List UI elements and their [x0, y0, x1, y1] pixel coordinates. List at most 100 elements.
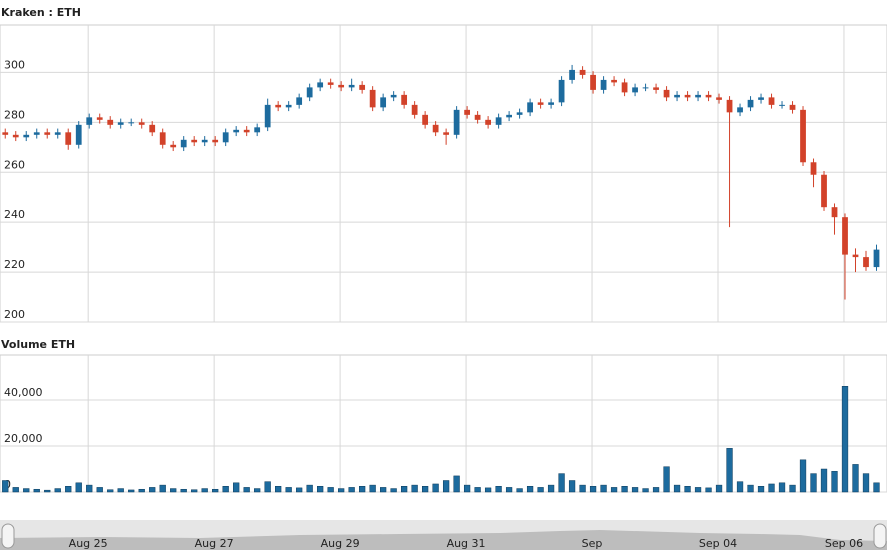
candle-body [317, 82, 324, 88]
candle-body [569, 69, 575, 80]
volume-bar [390, 488, 397, 493]
candle-body [254, 127, 261, 133]
y-tick-label: 260 [4, 158, 25, 171]
volume-bar [201, 488, 208, 493]
volume-bar [159, 484, 166, 493]
x-tick-label: Aug 31 [447, 537, 486, 550]
volume-bar [348, 487, 355, 493]
candle-body [369, 89, 376, 108]
candle-body [275, 104, 282, 108]
candle-body [422, 114, 429, 125]
volume-bar [317, 486, 324, 493]
volume-bar [96, 487, 103, 493]
candle-body [674, 94, 680, 98]
volume-bar [547, 484, 555, 493]
candle-body [726, 99, 733, 113]
candle-body [800, 109, 806, 163]
candle-body [2, 132, 9, 135]
volume-bar [2, 480, 9, 493]
candle-body [23, 134, 30, 138]
volume-bar [453, 475, 460, 493]
price-pane [0, 24, 887, 323]
y-tick-label: 280 [4, 108, 25, 121]
candle-body [716, 97, 722, 100]
volume-bar [558, 473, 565, 493]
candle-body [117, 122, 124, 125]
candle-body [789, 104, 796, 110]
volume-bar [170, 488, 177, 493]
volume-bar [495, 486, 502, 493]
volume-bar [254, 488, 261, 493]
volume-bar [474, 487, 481, 493]
volume-bar [275, 486, 282, 493]
candle-body [642, 87, 649, 89]
volume-bar [54, 488, 61, 493]
volume-bar [778, 482, 786, 493]
candle-body [306, 87, 313, 98]
volume-bar [600, 484, 607, 493]
navigator-handle[interactable] [873, 523, 887, 549]
candle-body [863, 257, 869, 268]
volume-bar [768, 483, 775, 493]
volume-bar [285, 487, 292, 493]
candle-body [107, 119, 114, 125]
volume-bar [65, 486, 72, 493]
candle-body [506, 114, 512, 118]
volume-bar [463, 484, 471, 493]
candle-body [86, 117, 93, 125]
volume-bar [86, 484, 93, 493]
volume-bar [673, 484, 681, 493]
candle-body [464, 109, 471, 115]
candle-body [443, 132, 450, 135]
navigator-handle[interactable] [1, 523, 15, 549]
volume-bar [264, 481, 271, 493]
candle-body [821, 174, 827, 208]
volume-bar [736, 481, 744, 493]
y-tick-label: 40,000 [4, 386, 43, 399]
candle-body [474, 114, 481, 120]
candle-body [380, 97, 387, 108]
candle-body [285, 104, 292, 108]
x-tick-label: Sep 04 [699, 537, 737, 550]
candle-body [201, 139, 208, 143]
candle-body [33, 132, 40, 135]
candle-body [495, 117, 502, 125]
candle-body [348, 84, 355, 88]
candle-body [149, 124, 156, 133]
volume-bar [663, 466, 670, 493]
candle-body [548, 102, 554, 105]
candle-body [159, 132, 166, 145]
candle-body [779, 104, 785, 106]
candle-body [453, 109, 460, 135]
candle-body [747, 99, 754, 108]
volume-bar [138, 488, 145, 493]
volume-bar [233, 482, 240, 493]
volume-bar [149, 487, 156, 493]
volume-bar [726, 448, 733, 493]
candle-body [338, 84, 345, 88]
volume-bar [831, 471, 838, 493]
volume-bar [421, 486, 429, 493]
candle-body [663, 89, 670, 98]
volume-bar [33, 488, 40, 493]
candle-body [212, 139, 219, 143]
volume-bar [23, 488, 30, 493]
candle-body [128, 122, 135, 124]
candle-body [558, 79, 565, 103]
volume-bar [568, 480, 576, 493]
volume-bar [799, 459, 807, 493]
volume-bar [180, 488, 187, 493]
candle-body [264, 104, 271, 128]
candle-body [579, 69, 586, 75]
candle-body [65, 132, 72, 145]
volume-bar [610, 487, 618, 493]
candle-body [852, 254, 859, 258]
candle-body [842, 217, 848, 255]
volume-bar [516, 488, 523, 493]
candle-body [737, 107, 743, 113]
volume-bar [810, 473, 817, 493]
x-tick-label: Sep [582, 537, 603, 550]
volume-bar [243, 487, 250, 493]
volume-bar [380, 487, 387, 493]
